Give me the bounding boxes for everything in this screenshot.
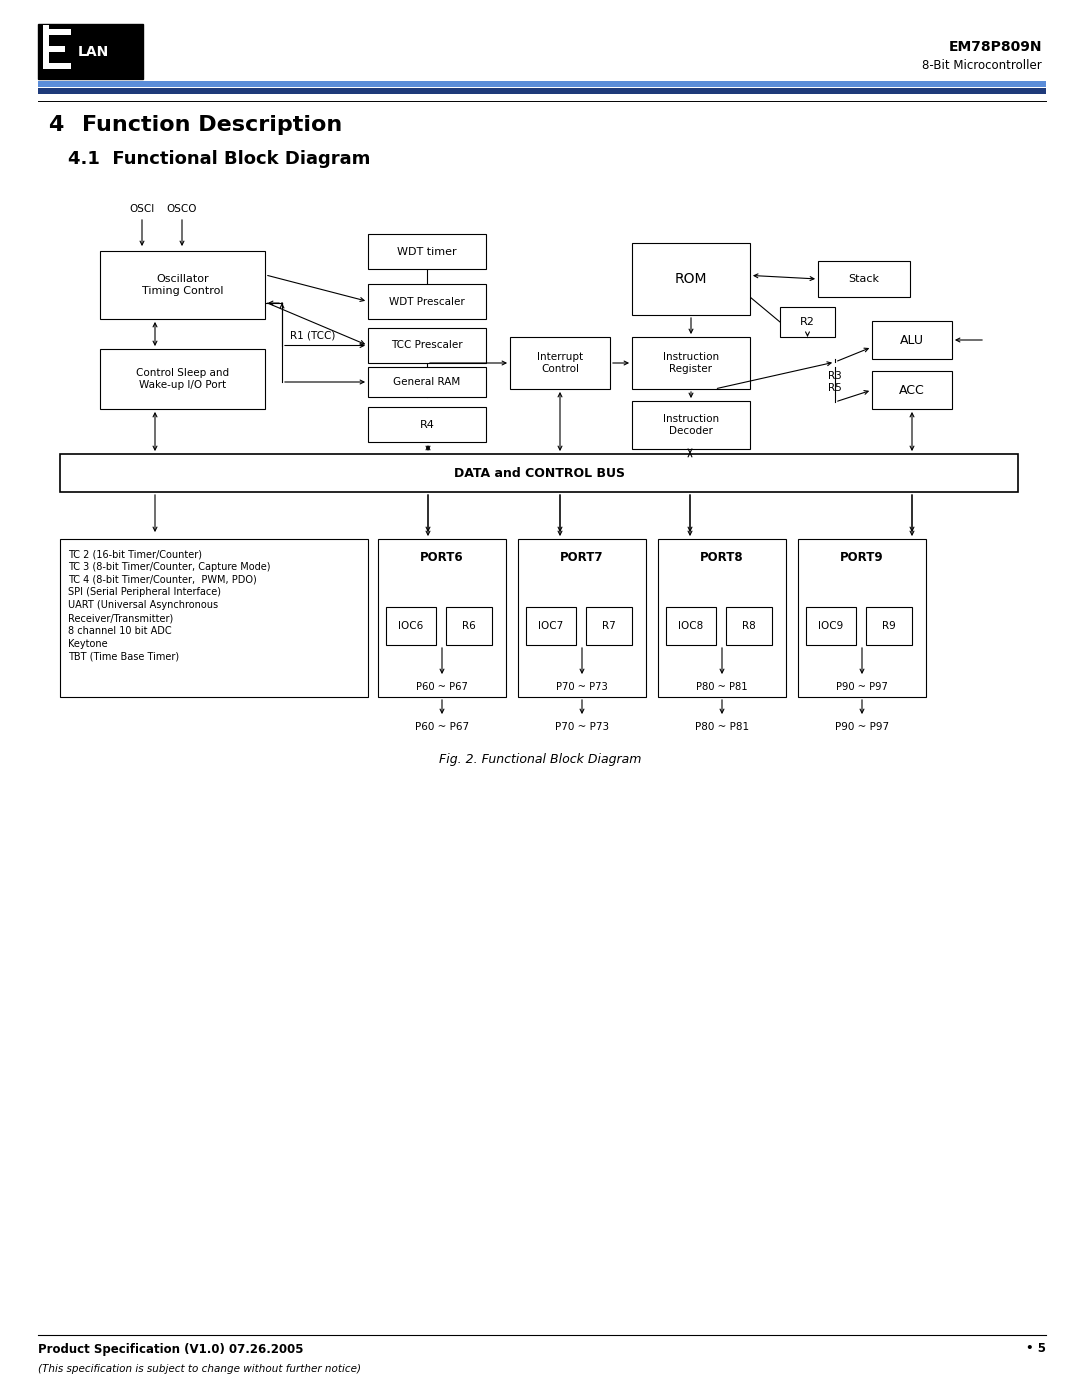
Text: • 5: • 5 bbox=[1026, 1343, 1047, 1355]
Text: R4: R4 bbox=[419, 419, 434, 429]
FancyBboxPatch shape bbox=[368, 407, 486, 441]
FancyBboxPatch shape bbox=[43, 63, 71, 68]
Text: R8: R8 bbox=[742, 622, 756, 631]
Text: P90 ~ P97: P90 ~ P97 bbox=[835, 722, 889, 732]
FancyBboxPatch shape bbox=[806, 608, 856, 645]
FancyBboxPatch shape bbox=[38, 24, 143, 80]
Text: IOC8: IOC8 bbox=[678, 622, 704, 631]
Text: P60 ~ P67: P60 ~ P67 bbox=[415, 722, 469, 732]
FancyBboxPatch shape bbox=[43, 25, 49, 68]
FancyBboxPatch shape bbox=[100, 251, 265, 319]
FancyBboxPatch shape bbox=[368, 284, 486, 319]
Text: Interrupt
Control: Interrupt Control bbox=[537, 352, 583, 374]
FancyBboxPatch shape bbox=[632, 401, 750, 448]
Text: PORT6: PORT6 bbox=[420, 550, 463, 564]
FancyBboxPatch shape bbox=[780, 307, 835, 337]
FancyBboxPatch shape bbox=[368, 235, 486, 270]
Text: Control Sleep and
Wake-up I/O Port: Control Sleep and Wake-up I/O Port bbox=[136, 367, 229, 390]
FancyBboxPatch shape bbox=[526, 608, 576, 645]
Text: R2: R2 bbox=[800, 317, 815, 327]
FancyBboxPatch shape bbox=[586, 608, 632, 645]
Text: P70 ~ P73: P70 ~ P73 bbox=[555, 722, 609, 732]
Text: PORT9: PORT9 bbox=[840, 550, 883, 564]
FancyBboxPatch shape bbox=[368, 367, 486, 397]
FancyBboxPatch shape bbox=[798, 539, 926, 697]
FancyBboxPatch shape bbox=[368, 328, 486, 363]
Text: ACC: ACC bbox=[900, 384, 924, 397]
FancyBboxPatch shape bbox=[818, 261, 910, 298]
FancyBboxPatch shape bbox=[38, 88, 1047, 94]
Text: TCC Prescaler: TCC Prescaler bbox=[391, 341, 463, 351]
Text: General RAM: General RAM bbox=[393, 377, 461, 387]
Text: R9: R9 bbox=[882, 622, 896, 631]
Text: WDT Prescaler: WDT Prescaler bbox=[389, 296, 464, 306]
Text: Instruction
Decoder: Instruction Decoder bbox=[663, 414, 719, 436]
Text: LAN: LAN bbox=[78, 45, 109, 59]
Text: (This specification is subject to change without further notice): (This specification is subject to change… bbox=[38, 1363, 361, 1375]
Text: EM78P809N: EM78P809N bbox=[948, 41, 1042, 54]
Text: TC 2 (16-bit Timer/Counter)
TC 3 (8-bit Timer/Counter, Capture Mode)
TC 4 (8-bit: TC 2 (16-bit Timer/Counter) TC 3 (8-bit … bbox=[68, 549, 270, 661]
FancyBboxPatch shape bbox=[632, 243, 750, 314]
FancyBboxPatch shape bbox=[446, 608, 492, 645]
Text: P70 ~ P73: P70 ~ P73 bbox=[556, 682, 608, 692]
Text: R7: R7 bbox=[603, 622, 616, 631]
FancyBboxPatch shape bbox=[43, 46, 65, 52]
Text: Fig. 2. Functional Block Diagram: Fig. 2. Functional Block Diagram bbox=[438, 753, 642, 766]
Text: OSCO: OSCO bbox=[166, 204, 198, 214]
FancyBboxPatch shape bbox=[38, 81, 1047, 87]
Text: P90 ~ P97: P90 ~ P97 bbox=[836, 682, 888, 692]
Text: 4.1  Functional Block Diagram: 4.1 Functional Block Diagram bbox=[68, 149, 370, 168]
Text: IOC9: IOC9 bbox=[819, 622, 843, 631]
FancyBboxPatch shape bbox=[632, 337, 750, 388]
Text: R3
R5: R3 R5 bbox=[828, 372, 842, 393]
Text: R1 (TCC): R1 (TCC) bbox=[291, 330, 336, 339]
Text: DATA and CONTROL BUS: DATA and CONTROL BUS bbox=[454, 467, 624, 479]
FancyBboxPatch shape bbox=[510, 337, 610, 388]
FancyBboxPatch shape bbox=[386, 608, 436, 645]
FancyBboxPatch shape bbox=[43, 28, 71, 35]
FancyBboxPatch shape bbox=[60, 454, 1018, 492]
FancyBboxPatch shape bbox=[658, 539, 786, 697]
FancyBboxPatch shape bbox=[726, 608, 772, 645]
Text: Instruction
Register: Instruction Register bbox=[663, 352, 719, 374]
FancyBboxPatch shape bbox=[518, 539, 646, 697]
Text: ROM: ROM bbox=[675, 272, 707, 286]
Text: R6: R6 bbox=[462, 622, 476, 631]
FancyBboxPatch shape bbox=[60, 539, 368, 697]
Text: 8-Bit Microcontroller: 8-Bit Microcontroller bbox=[922, 59, 1042, 71]
Text: ALU: ALU bbox=[900, 334, 924, 346]
Text: OSCI: OSCI bbox=[130, 204, 154, 214]
Text: IOC6: IOC6 bbox=[399, 622, 423, 631]
Text: Product Specification (V1.0) 07.26.2005: Product Specification (V1.0) 07.26.2005 bbox=[38, 1343, 303, 1355]
Text: Oscillator
Timing Control: Oscillator Timing Control bbox=[141, 274, 224, 296]
Text: Stack: Stack bbox=[849, 274, 879, 284]
Text: Function Description: Function Description bbox=[82, 115, 342, 136]
FancyBboxPatch shape bbox=[378, 539, 507, 697]
Text: PORT7: PORT7 bbox=[561, 550, 604, 564]
FancyBboxPatch shape bbox=[100, 349, 265, 409]
Text: 4: 4 bbox=[48, 115, 64, 136]
Text: IOC7: IOC7 bbox=[538, 622, 564, 631]
Text: P80 ~ P81: P80 ~ P81 bbox=[694, 722, 750, 732]
FancyBboxPatch shape bbox=[866, 608, 912, 645]
Text: P80 ~ P81: P80 ~ P81 bbox=[697, 682, 747, 692]
Text: PORT8: PORT8 bbox=[700, 550, 744, 564]
Text: WDT timer: WDT timer bbox=[397, 246, 457, 257]
FancyBboxPatch shape bbox=[872, 372, 951, 409]
FancyBboxPatch shape bbox=[666, 608, 716, 645]
FancyBboxPatch shape bbox=[872, 321, 951, 359]
Text: P60 ~ P67: P60 ~ P67 bbox=[416, 682, 468, 692]
